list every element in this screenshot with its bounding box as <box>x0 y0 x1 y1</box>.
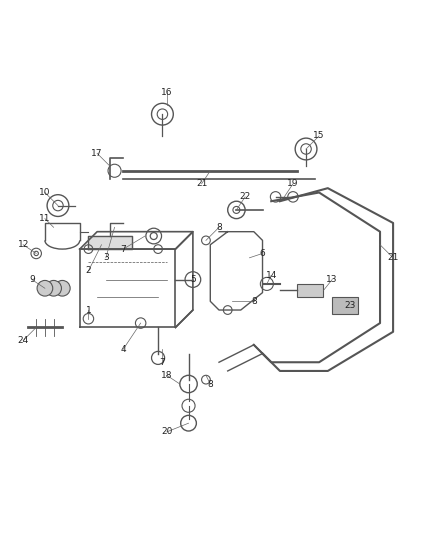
Text: 21: 21 <box>196 179 207 188</box>
Text: 7: 7 <box>159 358 165 367</box>
Text: 16: 16 <box>161 88 173 97</box>
Text: 20: 20 <box>161 427 173 437</box>
Text: 15: 15 <box>313 132 325 140</box>
Text: 3: 3 <box>103 253 109 262</box>
Text: 8: 8 <box>251 297 257 306</box>
Text: 21: 21 <box>387 253 399 262</box>
Text: 7: 7 <box>120 245 126 254</box>
Text: 4: 4 <box>120 345 126 354</box>
Text: 22: 22 <box>240 192 251 201</box>
Text: 24: 24 <box>18 336 29 345</box>
Text: 10: 10 <box>39 188 51 197</box>
Text: 9: 9 <box>29 275 35 284</box>
Circle shape <box>54 280 70 296</box>
Bar <box>332 297 358 314</box>
Circle shape <box>46 280 61 296</box>
Text: 8: 8 <box>216 223 222 232</box>
Text: 17: 17 <box>92 149 103 158</box>
Text: 14: 14 <box>265 271 277 280</box>
Text: 23: 23 <box>344 301 355 310</box>
Text: 18: 18 <box>161 371 173 380</box>
Text: 1: 1 <box>85 305 91 314</box>
Polygon shape <box>88 236 132 249</box>
Circle shape <box>37 280 53 296</box>
Text: 13: 13 <box>326 275 338 284</box>
Bar <box>297 284 323 297</box>
Text: 12: 12 <box>18 240 29 249</box>
Text: 5: 5 <box>190 275 196 284</box>
Text: 6: 6 <box>260 249 265 258</box>
Text: 19: 19 <box>287 179 299 188</box>
Text: 2: 2 <box>85 266 91 276</box>
Text: 11: 11 <box>39 214 51 223</box>
Text: 8: 8 <box>208 379 213 389</box>
